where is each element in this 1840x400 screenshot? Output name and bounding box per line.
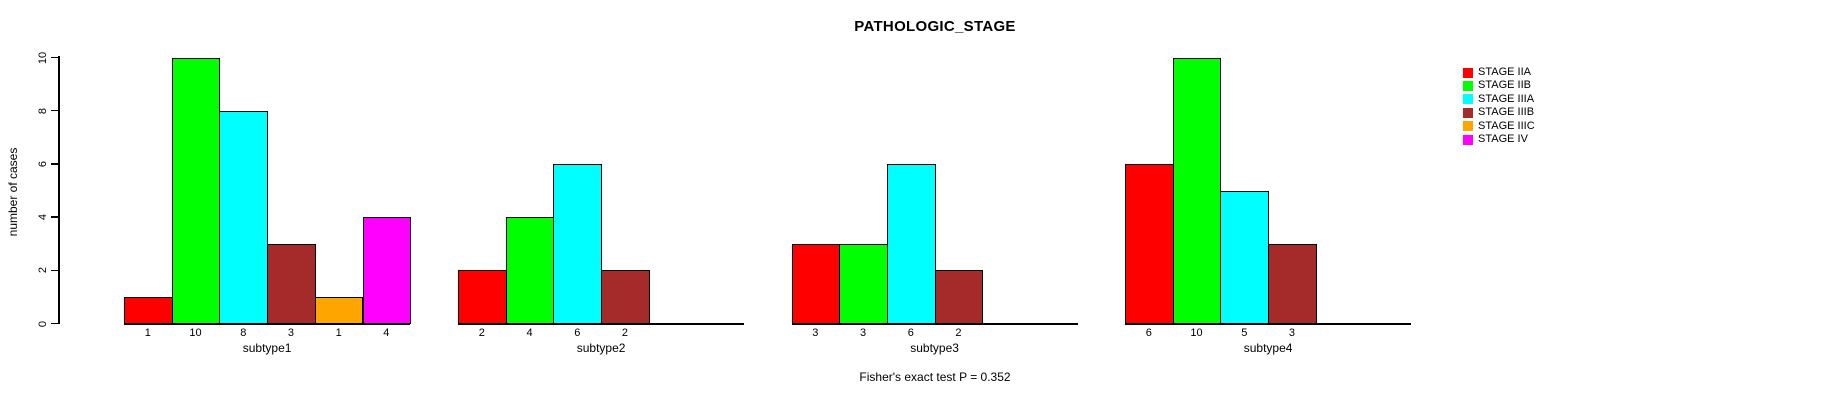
- legend-swatch: [1463, 134, 1473, 145]
- y-tick-label: 4: [37, 214, 49, 221]
- legend-label: STAGE IIA: [1478, 66, 1531, 78]
- legend-label: STAGE IIIA: [1478, 92, 1535, 105]
- bar-subtype2-stage-iiib: [601, 270, 650, 324]
- bar-subtype3-stage-iib: [839, 243, 888, 324]
- bar-value-label: 10: [189, 327, 202, 339]
- fisher-test-footnote: Fisher's exact test P = 0.352: [859, 370, 1011, 384]
- y-tick-mark: [51, 216, 58, 218]
- bar-value-label: 3: [1288, 327, 1295, 339]
- bar-value-label: 6: [1145, 327, 1152, 339]
- group-label-subtype1: subtype1: [242, 341, 292, 355]
- legend-item: STAGE IIA: [1463, 66, 1535, 79]
- bar-subtype4-stage-iia: [1125, 163, 1174, 324]
- y-tick-mark: [51, 163, 58, 165]
- legend-label: STAGE IV: [1478, 132, 1528, 145]
- legend-swatch: [1463, 67, 1473, 78]
- legend-item: STAGE IIIC: [1463, 120, 1535, 133]
- group-label-subtype3: subtype3: [910, 341, 959, 355]
- y-tick-label: 2: [37, 267, 49, 274]
- bar-value-label: 6: [907, 327, 914, 339]
- y-tick-label: 10: [37, 51, 49, 64]
- bar-value-label: 1: [335, 327, 342, 339]
- legend: STAGE IIA STAGE IIB STAGE IIIA STAGE IIIB ST…: [1463, 66, 1535, 146]
- y-tick-mark: [51, 56, 58, 59]
- bar-subtype3-stage-iia: [791, 243, 841, 324]
- legend-item: STAGE IIB: [1463, 79, 1535, 92]
- bar-subtype3-stage-iiib: [934, 270, 984, 324]
- y-tick-mark: [51, 269, 58, 272]
- legend-item: STAGE IIIA: [1463, 93, 1535, 106]
- chart-title: PATHOLOGIC_STAGE: [854, 18, 1016, 35]
- bar-subtype1-stage-iib: [171, 57, 221, 324]
- bar-subtype1-stage-iiia: [219, 110, 269, 324]
- bar-subtype4-stage-iib: [1172, 57, 1222, 324]
- legend-swatch: [1463, 107, 1473, 118]
- y-tick-label: 6: [37, 160, 49, 167]
- legend-swatch: [1463, 94, 1473, 105]
- bar-value-label: 10: [1190, 327, 1203, 339]
- bar-value-label: 3: [859, 327, 867, 339]
- y-axis-label: number of cases: [6, 147, 20, 237]
- bar-subtype1-stage-iv: [362, 217, 412, 324]
- bar-subtype2-stage-iiia: [553, 163, 603, 324]
- y-axis-line: [58, 56, 60, 324]
- bar-value-label: 4: [383, 327, 390, 339]
- bar-subtype1-stage-iiib: [267, 243, 316, 324]
- y-tick-mark: [51, 322, 58, 325]
- bar-subtype2-stage-iia: [458, 270, 507, 324]
- legend-swatch: [1463, 121, 1473, 132]
- legend-label: STAGE IIB: [1478, 79, 1531, 92]
- bar-subtype1-stage-iiic: [314, 296, 364, 324]
- bar-subtype2-stage-iib: [505, 217, 555, 324]
- bar-subtype4-stage-iiib: [1268, 243, 1317, 324]
- legend-swatch: [1463, 81, 1473, 92]
- bar-value-label: 1: [144, 327, 151, 339]
- group-label-subtype2: subtype2: [576, 341, 626, 355]
- bar-value-label: 3: [287, 327, 294, 339]
- bar-value-label: 2: [955, 327, 962, 339]
- y-tick-label: 8: [37, 107, 49, 114]
- legend-item: STAGE IIIB: [1463, 106, 1535, 119]
- legend-label: STAGE IIIB: [1478, 106, 1535, 119]
- bar-value-label: 5: [1241, 327, 1248, 339]
- group-label-subtype4: subtype4: [1243, 341, 1293, 355]
- bar-subtype4-stage-iiia: [1220, 190, 1270, 324]
- bar-value-label: 4: [526, 327, 533, 339]
- legend-label: STAGE IIIC: [1478, 119, 1535, 132]
- y-tick-mark: [51, 109, 58, 112]
- bar-value-label: 2: [621, 327, 628, 339]
- bar-value-label: 6: [574, 327, 581, 339]
- bar-value-label: 8: [240, 327, 247, 339]
- bar-value-label: 2: [478, 327, 485, 339]
- legend-item: STAGE IV: [1463, 133, 1535, 146]
- bar-subtype3-stage-iiia: [886, 163, 936, 324]
- bar-value-label: 3: [812, 327, 819, 339]
- y-tick-label: 0: [37, 320, 49, 327]
- bar-subtype1-stage-iia: [124, 296, 173, 324]
